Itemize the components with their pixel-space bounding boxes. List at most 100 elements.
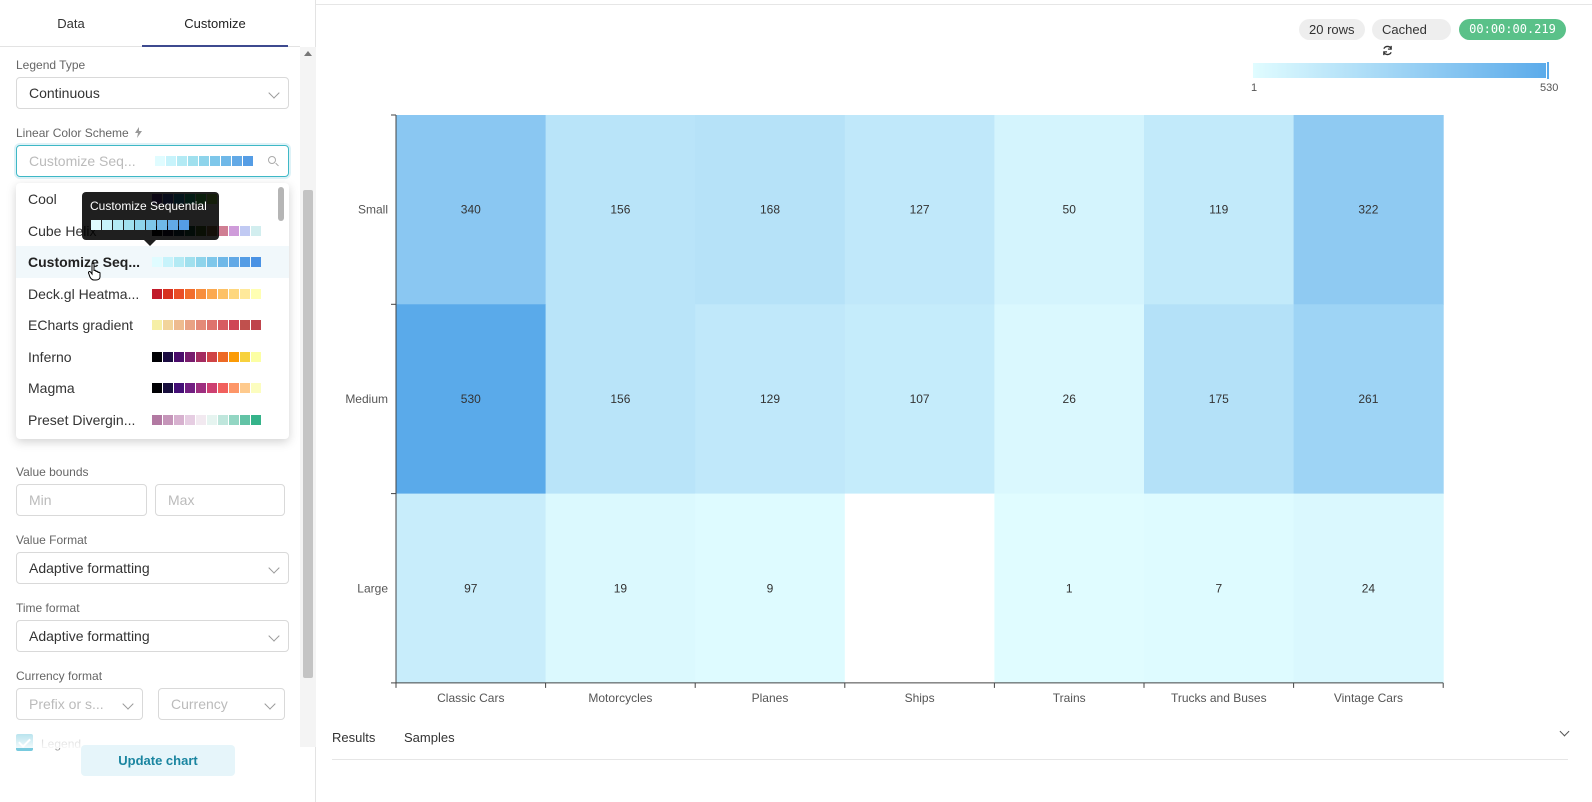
color-scheme-option[interactable]: Magma xyxy=(16,372,289,404)
heatmap-cell xyxy=(994,493,1145,684)
cell-value: 322 xyxy=(1358,203,1378,217)
chevron-down-icon[interactable] xyxy=(1559,726,1570,737)
option-label: ECharts gradient xyxy=(28,317,134,333)
top-divider xyxy=(316,4,1592,5)
color-scheme-option[interactable]: Deck.gl Heatma... xyxy=(16,278,289,310)
value-format-select[interactable]: Adaptive formatting xyxy=(16,552,289,584)
cached-badge[interactable]: Cached xyxy=(1372,19,1451,56)
cell-value: 1 xyxy=(1066,581,1073,595)
chevron-down-icon xyxy=(268,562,280,574)
option-swatches xyxy=(152,383,261,393)
heatmap-cell xyxy=(545,115,696,305)
chevron-down-icon xyxy=(122,698,134,710)
min-input[interactable]: Min xyxy=(16,484,147,516)
swatch xyxy=(221,156,231,166)
time-format-label: Time format xyxy=(16,601,80,615)
swatch xyxy=(124,220,134,230)
refresh-icon xyxy=(1383,45,1392,56)
heatmap-cell xyxy=(396,115,547,305)
swatch xyxy=(218,320,228,330)
swatch xyxy=(152,320,162,330)
row-count-badge: 20 rows xyxy=(1299,19,1365,40)
x-tick-label: Trains xyxy=(1053,691,1086,705)
option-label: Preset Divergin... xyxy=(28,411,136,428)
cell-value: 9 xyxy=(767,581,774,595)
swatch xyxy=(163,383,173,393)
x-tick-label: Vintage Cars xyxy=(1334,691,1403,705)
heatmap-cell xyxy=(1293,493,1444,684)
panel-scrollbar-thumb[interactable] xyxy=(303,190,313,678)
currency-prefix-select[interactable]: Prefix or s... xyxy=(16,688,143,720)
swatch xyxy=(207,351,217,362)
swatch xyxy=(251,414,261,425)
legend-type-label: Legend Type xyxy=(16,58,86,72)
swatch xyxy=(218,383,228,393)
lightning-icon xyxy=(135,127,143,138)
swatch xyxy=(207,320,217,330)
max-input[interactable]: Max xyxy=(155,484,285,516)
cached-label: Cached xyxy=(1382,22,1427,37)
swatch xyxy=(163,288,173,299)
tab-data[interactable]: Data xyxy=(57,16,85,31)
swatch xyxy=(207,383,217,393)
y-tick-label: Large xyxy=(357,581,388,595)
swatch xyxy=(177,156,187,166)
swatch xyxy=(196,257,206,267)
time-format-select[interactable]: Adaptive formatting xyxy=(16,620,289,652)
tab-results[interactable]: Results xyxy=(332,730,376,745)
option-swatches xyxy=(152,257,261,267)
color-scheme-option[interactable]: Customize Seq... xyxy=(16,246,289,278)
tooltip-swatches xyxy=(91,220,189,230)
cell-value: 127 xyxy=(910,203,930,217)
swatch xyxy=(168,220,178,230)
swatch xyxy=(229,414,239,425)
heatmap-cell xyxy=(1293,304,1444,495)
option-swatches xyxy=(152,288,261,299)
color-scheme-option[interactable]: Preset Divergin... xyxy=(16,404,289,436)
swatch xyxy=(199,156,209,166)
swatch xyxy=(218,288,228,299)
swatch xyxy=(229,288,239,299)
tab-samples[interactable]: Samples xyxy=(404,730,455,745)
heatmap-cell xyxy=(844,115,995,305)
heatmap-cell xyxy=(844,304,995,495)
swatch xyxy=(152,288,162,299)
chevron-down-icon xyxy=(268,630,280,642)
heatmap-cell xyxy=(695,115,846,305)
legend-min-label: 1 xyxy=(1251,82,1258,94)
swatch xyxy=(157,220,167,230)
swatch xyxy=(240,257,250,267)
option-label: Customize Seq... xyxy=(28,254,141,270)
color-scheme-option[interactable]: ECharts gradient xyxy=(16,309,289,341)
swatch xyxy=(251,288,261,299)
swatch xyxy=(207,288,217,299)
swatch xyxy=(91,220,101,230)
scroll-up-arrow-icon[interactable] xyxy=(304,51,312,56)
cell-value: 7 xyxy=(1215,581,1222,595)
swatch xyxy=(251,351,261,362)
tab-customize[interactable]: Customize xyxy=(142,0,288,47)
heatmap-cell xyxy=(1144,304,1295,495)
swatch xyxy=(240,351,250,362)
heatmap-cell xyxy=(695,493,846,684)
currency-select[interactable]: Currency xyxy=(158,688,285,720)
cell-value: 168 xyxy=(760,203,780,217)
swatch xyxy=(146,220,156,230)
value-format-value: Adaptive formatting xyxy=(29,560,150,576)
value-bounds-label: Value bounds xyxy=(16,465,89,479)
cell-value: 24 xyxy=(1362,581,1376,595)
option-label: Deck.gl Heatma... xyxy=(28,285,140,302)
color-scheme-input[interactable]: Customize Seq... xyxy=(16,145,289,177)
swatch xyxy=(185,320,195,330)
swatch xyxy=(185,351,195,362)
y-tick-label: Medium xyxy=(345,392,388,406)
color-scheme-option[interactable]: Inferno xyxy=(16,341,289,373)
cell-value: 261 xyxy=(1358,392,1378,406)
legend-type-select[interactable]: Continuous xyxy=(16,77,289,109)
update-chart-button[interactable]: Update chart xyxy=(81,745,235,776)
swatch xyxy=(196,351,206,362)
swatch xyxy=(196,288,206,299)
swatch xyxy=(218,257,228,267)
swatch xyxy=(163,257,173,267)
dropdown-scrollbar[interactable] xyxy=(278,187,284,221)
